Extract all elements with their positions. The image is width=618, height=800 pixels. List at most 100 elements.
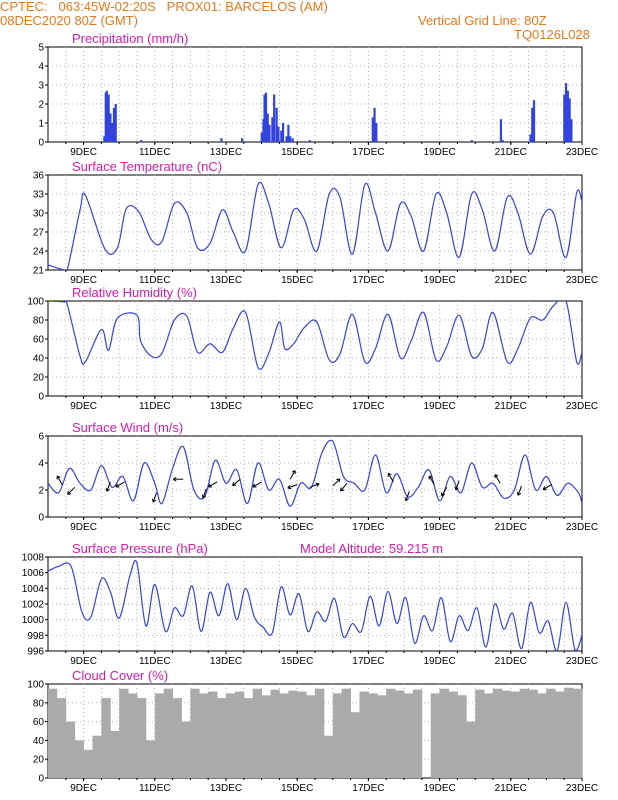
x-tick-label: 13DEC [210,783,242,794]
precip-bar [566,90,569,142]
y-tick-label: 100 [27,297,44,308]
precip-bar [220,138,223,142]
cloud-cover-bar [404,693,414,778]
cloud-cover-bar [252,688,262,778]
cloud-cover-bar [65,721,76,778]
precip-bar [308,140,311,142]
x-tick-label: 13DEC [210,522,242,533]
x-tick-label: 11DEC [139,275,171,286]
y-tick-label: 1002 [22,600,45,611]
x-tick-label: 9DEC [70,522,97,533]
x-tick-label: 19DEC [423,783,455,794]
wind-direction-arrow [287,484,298,490]
precip-bar [532,100,536,142]
cloud-cover-bar [341,688,351,778]
y-tick-label: 60 [33,717,45,728]
x-tick-label: 13DEC [210,401,242,412]
precip-bar [105,90,108,142]
cloud-cover-bar [546,688,556,778]
x-tick-label: 15DEC [281,783,313,794]
header-run-code: TQ0126L028 [514,27,590,42]
cloud-cover-bar [297,691,307,778]
x-tick-label: 23DEC [566,522,598,533]
x-tick-label: 21DEC [495,401,527,412]
x-tick-label: 17DEC [352,522,384,533]
precip-bar [140,140,143,142]
wind-direction-arrow [67,486,76,495]
precip-bar [371,117,374,142]
y-tick-label: 21 [33,266,45,277]
header-date-line: 08DEC2020 80Z (GMT) [0,13,138,28]
cloud-cover-bar [128,693,138,778]
x-tick-label: 21DEC [495,783,527,794]
y-tick-label: 5 [38,43,44,54]
wind-direction-arrow [309,482,320,488]
y-tick-label: 1 [38,119,44,130]
precip-bar [273,94,276,142]
x-tick-label: 13DEC [210,147,242,158]
y-tick-label: 0 [38,774,44,785]
precip-bar [266,113,269,142]
temperature-series-line [48,182,582,270]
y-tick-label: 40 [33,736,45,747]
y-tick-label: 1000 [22,615,45,626]
x-tick-label: 19DEC [423,275,455,286]
x-tick-label: 9DEC [70,401,97,412]
precip-bar [114,104,117,142]
x-tick-label: 15DEC [281,522,313,533]
wind-direction-arrow [494,474,501,484]
wind-direction-arrow [207,481,218,488]
cloud-cover-bar [519,688,529,778]
precip-bar [241,138,244,142]
humidity-series-line [48,301,582,370]
y-tick-label: 27 [33,228,45,239]
y-tick-label: 0 [38,513,44,524]
wind-direction-arrow [115,481,125,488]
precip-bar [275,107,278,142]
cloud-cover-panel: 0 20 40 60 80 100 9DEC 11DEC 13DEC 15DEC 17DEC 19DE… [27,668,598,794]
wind-direction-arrow [516,485,522,496]
cloud-cover-bar [448,691,458,778]
cloud-cover-bar [56,698,67,778]
cloud-cover-bar [119,688,129,778]
precip-bar [277,126,280,142]
wind-direction-arrow [105,481,111,492]
y-tick-label: 60 [33,335,45,346]
precip-bar [501,140,504,142]
x-tick-label: 21DEC [495,522,527,533]
cloud-cover-bar [412,689,423,778]
x-tick-label: 17DEC [352,656,384,667]
cloud-cover-bar [270,689,280,778]
cloud-cover-title: Cloud Cover (%) [72,668,168,683]
cloud-cover-bar [234,691,245,778]
precip-bar [280,130,283,142]
y-tick-label: 1008 [22,553,45,564]
cloud-cover-bar [386,688,396,778]
precip-bar [570,119,573,142]
y-tick-label: 4 [38,459,44,470]
wind-direction-arrow [56,475,63,485]
precip-bar [109,113,112,142]
x-tick-label: 11DEC [139,783,171,794]
cloud-cover-bar [199,693,209,778]
cloud-cover-bar [190,688,200,778]
y-tick-label: 36 [33,171,45,182]
cloud-cover-bar [457,695,467,778]
x-tick-label: 17DEC [352,401,384,412]
precip-bar [529,134,532,142]
x-tick-label: 13DEC [210,656,242,667]
y-tick-label: 1006 [22,568,45,579]
x-tick-label: 9DEC [70,275,97,286]
cloud-cover-bar [92,735,102,778]
x-tick-label: 15DEC [281,656,313,667]
precip-bar [375,123,378,142]
y-tick-label: 30 [33,209,45,220]
x-tick-label: 11DEC [139,147,171,158]
cloud-cover-bar [163,688,173,778]
wind-direction-arrow [201,488,207,499]
cloud-cover-bar [279,693,289,778]
wind-direction-arrow [428,475,435,485]
pressure-title: Surface Pressure (hPa) [72,541,208,556]
cloud-cover-bar [564,687,574,778]
